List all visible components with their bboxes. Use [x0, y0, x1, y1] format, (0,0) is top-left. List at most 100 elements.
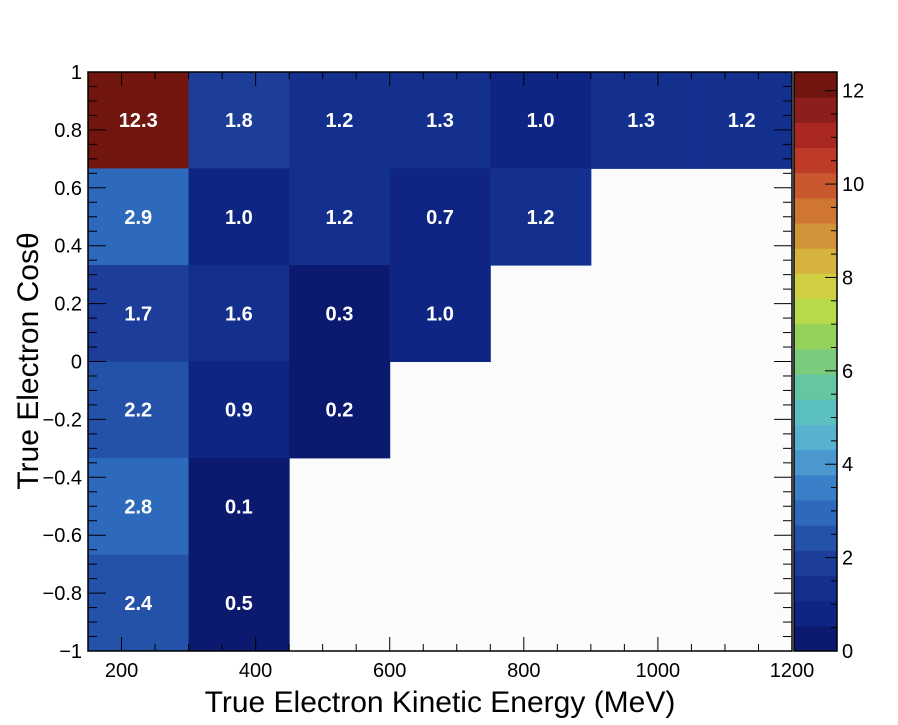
heatmap-cell [188, 72, 290, 169]
cell-value-label: 2.9 [124, 207, 152, 229]
colorbar-ticks: 0 2 4 6 8 10 12 [825, 81, 864, 663]
colorbar-tick-label: 4 [842, 454, 853, 476]
colorbar-segment [794, 575, 837, 602]
heatmap-cell [490, 168, 592, 266]
cell-value-label: 1.3 [426, 110, 454, 132]
cell-value-label: 0.7 [426, 207, 454, 229]
heatmap-cell [188, 361, 290, 459]
cell-value-label: 0.3 [326, 303, 354, 325]
cell-value-label: 2.8 [124, 496, 152, 518]
cell-value-label: 2.2 [124, 400, 152, 422]
y-tick-label: −0.6 [43, 525, 82, 547]
cell-value-label: 1.3 [627, 110, 655, 132]
y-tick-label: 1 [71, 62, 82, 84]
colorbar-segment [794, 474, 837, 501]
cell-value-label: 1.2 [326, 110, 354, 132]
colorbar-tick-label: 6 [842, 361, 853, 383]
colorbar-tick-label: 2 [842, 548, 853, 570]
colorbar-segment [794, 600, 837, 627]
cell-value-label: 0.2 [326, 400, 354, 422]
cell-value-label: 0.1 [225, 496, 253, 518]
colorbar-segment [794, 197, 837, 224]
y-tick-label: 0.8 [54, 120, 82, 142]
colorbar-segment [794, 97, 837, 123]
cell-value-label: 12.3 [119, 110, 158, 132]
colorbar-segment [794, 374, 837, 400]
y-tick-label: 0.4 [54, 236, 82, 258]
colorbar-frame [793, 71, 838, 652]
y-tick-label: 0 [71, 352, 82, 374]
y-tick-label: −0.8 [43, 583, 82, 605]
y-axis-title: True Electron Cosθ [12, 232, 45, 489]
x-axis-title: True Electron Kinetic Energy (MeV) [205, 686, 676, 719]
colorbar-segment [794, 449, 837, 476]
heatmap-cell [389, 265, 491, 362]
cell-value-label: 1.2 [728, 110, 756, 132]
colorbar-segment [794, 147, 837, 174]
colorbar-segment [794, 499, 837, 526]
x-axis-ticks: 200 400 600 800 1000 1200 [87, 72, 815, 682]
heatmap-cell [188, 168, 290, 266]
colorbar-segment [794, 348, 837, 375]
x-tick-label: 800 [507, 660, 540, 682]
heatmap-cell [691, 72, 793, 169]
heatmap-cell [289, 168, 391, 266]
heatmap-cell [389, 72, 491, 169]
cell-value-label: 2.4 [124, 593, 153, 615]
heatmap-cell [88, 554, 190, 652]
x-tick-label: 200 [105, 660, 138, 682]
heatmap-cell [188, 265, 290, 362]
heatmap-cell [289, 265, 391, 362]
colorbar-segment [794, 72, 837, 98]
heatmap-cell [88, 361, 190, 459]
y-tick-label: −0.4 [43, 467, 82, 489]
cell-value-label: 0.9 [225, 400, 253, 422]
colorbar-segment [794, 172, 837, 199]
cell-value-label: 1.0 [426, 303, 454, 325]
x-tick-label: 600 [373, 660, 406, 682]
heatmap-cell [389, 168, 491, 266]
x-tick-label: 1200 [770, 660, 815, 682]
colorbar-segment [794, 424, 837, 451]
colorbar-segment [794, 248, 837, 274]
colorbar-tick-label: 0 [842, 641, 853, 663]
y-tick-label: −1 [59, 641, 82, 663]
heatmap-cells [88, 72, 793, 652]
colorbar-segment [794, 625, 837, 652]
colorbar-segment [794, 550, 837, 576]
heatmap-cell [289, 72, 391, 169]
colorbar-tick-label: 12 [842, 81, 864, 103]
colorbar-segment [794, 525, 837, 551]
heatmap-cell [88, 168, 190, 266]
heatmap-cell [88, 265, 190, 362]
colorbar-segment [794, 298, 837, 325]
heatmap-cell [289, 361, 391, 459]
cell-value-labels: 12.3 1.8 1.2 1.3 1.0 1.3 1.2 2.9 1.0 1.2 0.7 1.2 1.7… [119, 110, 756, 615]
colorbar-segment [794, 122, 837, 149]
colorbar-segment [794, 399, 837, 425]
colorbar [794, 72, 837, 652]
colorbar-segment [794, 323, 837, 350]
cell-value-label: 1.7 [124, 303, 152, 325]
y-tick-label: 0.6 [54, 178, 82, 200]
heatmap-cell [188, 554, 290, 652]
cell-value-label: 0.5 [225, 593, 253, 615]
heatmap-cell [490, 72, 592, 169]
colorbar-tick-label: 10 [842, 174, 864, 196]
x-tick-label: 1000 [636, 660, 681, 682]
cell-value-label: 1.0 [527, 110, 555, 132]
heatmap-cell [188, 457, 290, 556]
heatmap-cell [590, 72, 692, 169]
heatmap-cell [88, 72, 190, 169]
colorbar-segment [794, 223, 837, 249]
x-tick-label: 400 [239, 660, 272, 682]
heatmap-cell [88, 457, 190, 556]
y-tick-label: −0.2 [43, 409, 82, 431]
cell-value-label: 1.2 [527, 207, 555, 229]
cell-value-label: 1.8 [225, 110, 253, 132]
colorbar-tick-label: 8 [842, 267, 853, 289]
cell-value-label: 1.2 [326, 207, 354, 229]
y-axis-ticks: −1 −0.8 −0.6 −0.4 −0.2 0 0.2 0.4 0.6 0.8 1 [43, 62, 792, 663]
cell-value-label: 1.0 [225, 207, 253, 229]
